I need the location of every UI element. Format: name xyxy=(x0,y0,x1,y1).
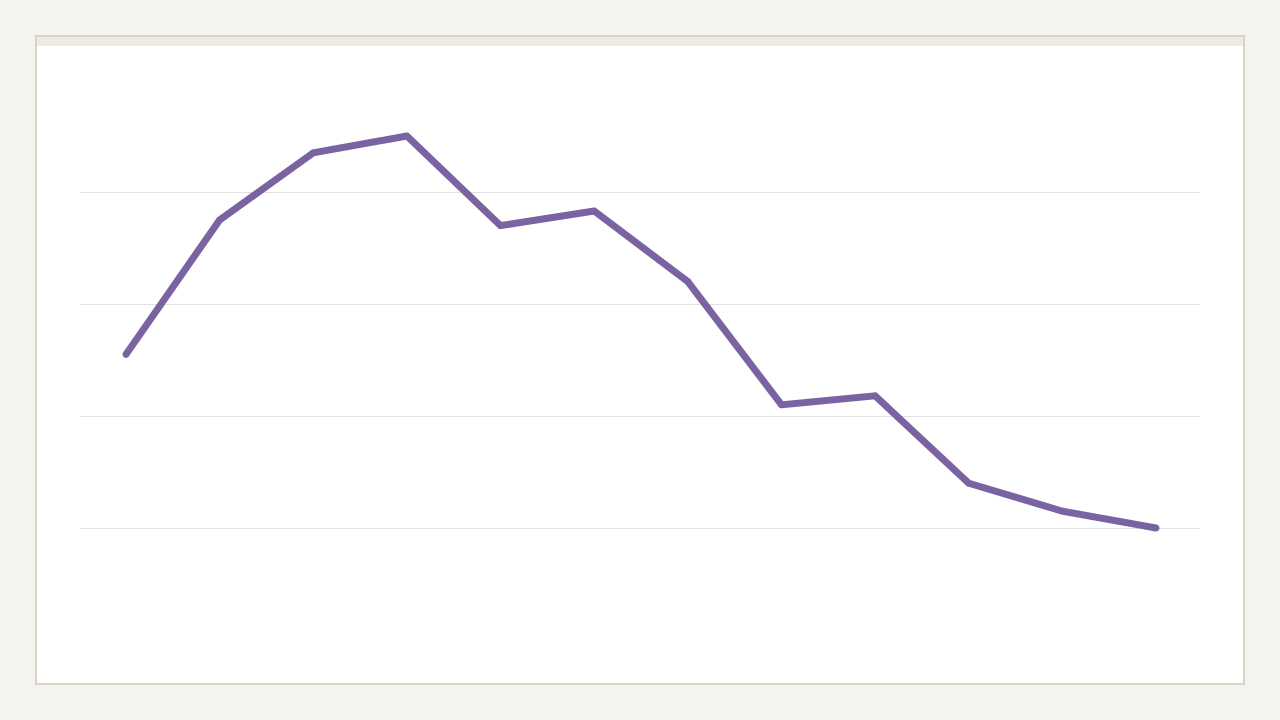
data-point-3 xyxy=(309,149,317,157)
data-point-11 xyxy=(1058,507,1066,515)
data-point-12 xyxy=(1152,524,1160,532)
data-point-10 xyxy=(965,479,973,487)
data-point-5 xyxy=(497,222,504,230)
series-layer xyxy=(122,132,1160,532)
data-point-2 xyxy=(216,216,224,224)
data-point-4 xyxy=(403,132,411,140)
series-line-1 xyxy=(123,132,1157,532)
data-point-1 xyxy=(122,350,130,358)
chart-panel-topbar xyxy=(37,37,1243,46)
data-point-7 xyxy=(684,278,692,286)
chart-panel xyxy=(35,35,1245,685)
data-point-6 xyxy=(590,207,598,215)
data-point-9 xyxy=(871,392,879,400)
gridlines xyxy=(80,192,1200,529)
data-point-8 xyxy=(778,401,785,409)
